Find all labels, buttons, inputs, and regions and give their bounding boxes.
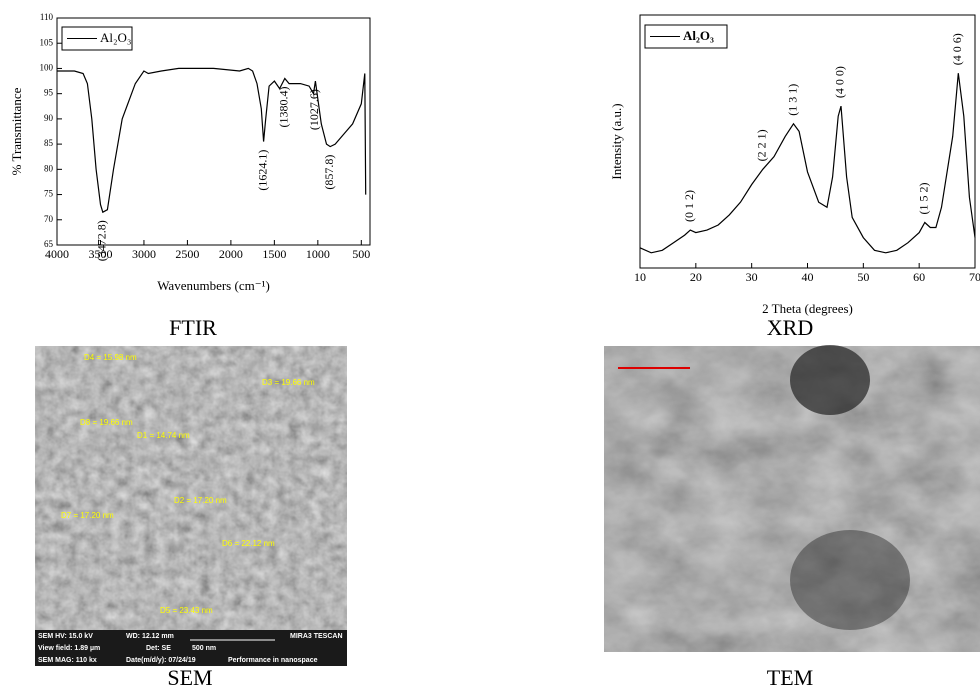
tem-texture [604,346,980,652]
x-tick-label: 30 [746,270,758,284]
caption: TEM [767,665,813,689]
tem-dark [790,345,870,415]
x-tick-label: 60 [913,270,925,284]
y-tick-label: 95 [44,88,54,98]
sem-label: D8 = 19.66 nm [80,418,133,427]
sem-info-bar [35,630,347,666]
peak-label: (4 0 0) [833,66,847,98]
x-tick-label: 500 [352,247,370,261]
y-tick-label: 70 [44,214,54,224]
peak-label: (1 3 1) [785,84,799,116]
x-tick-label: 10 [634,270,646,284]
y-tick-label: 85 [44,138,54,148]
x-tick-label: 2500 [175,247,199,261]
sem-label: D6 = 22.12 nm [222,539,275,548]
sem-info: Date(m/d/y): 07/24/19 [126,657,196,664]
peak-label: (857.8) [322,155,336,190]
peak-label: (0 1 2) [682,190,696,222]
sem-info: Performance in nanospace [228,657,318,664]
y-tick-label: 90 [44,113,54,123]
y-tick-label: 80 [44,163,54,173]
sem-label: D7 = 17.20 nm [61,511,114,520]
sem-image: D4 = 15.98 nm D3 = 19.66 nm D8 = 19.66 n… [35,346,347,689]
x-tick-label: 2000 [219,247,243,261]
x-tick-label: 3500 [88,247,112,261]
y-tick-label: 65 [44,239,54,249]
data-line [639,73,976,254]
sem-info: View field: 1.89 µm [38,645,100,652]
y-tick-label: 105 [40,37,54,47]
y-axis-label: Intensity (a.u.) [609,103,624,179]
y-tick-label: 110 [40,12,54,22]
sem-label: D3 = 19.66 nm [262,378,315,387]
sem-info: 500 nm [192,645,216,652]
x-tick-label: 3000 [132,247,156,261]
legend-label: Al₂O₃ [683,28,714,43]
x-tick-label: 1500 [262,247,286,261]
sem-texture [35,346,347,630]
caption: XRD [767,315,813,340]
caption: SEM [167,665,212,689]
peak-label: (4 0 6) [950,33,964,65]
x-tick-label: 70 [969,270,980,284]
sem-label: D1 = 14.74 nm [137,431,190,440]
caption: FTIR [169,315,217,340]
x-tick-label: 40 [802,270,814,284]
y-axis-label: % Transmittance [9,87,24,175]
tem-image: TEM [604,345,980,689]
peak-label: (1 5 2) [917,182,931,214]
data-line [57,67,367,214]
y-tick-label: 75 [44,189,54,199]
y-tick-label: 100 [40,63,54,73]
x-tick-label: 50 [857,270,869,284]
sem-info: SEM MAG: 110 kx [38,657,97,664]
sem-label: D5 = 23.43 nm [160,606,213,615]
peak-label: (1027.6) [307,89,321,130]
tem-dark [790,530,910,630]
sem-info: Det: SE [146,645,171,652]
legend-label: Al₂O₃ [100,30,131,45]
x-tick-label: 4000 [45,247,69,261]
plot-frame [56,17,371,246]
sem-label: D2 = 17.20 nm [174,496,227,505]
peak-label: (3472.8) [95,220,109,261]
sem-info: MIRA3 TESCAN [290,633,343,640]
x-tick-label: 1000 [306,247,330,261]
peak-label: (1624.1) [255,150,269,191]
peak-label: (1380.4) [277,87,291,128]
x-axis-label: Wavenumbers (cm⁻¹) [157,278,270,293]
legend-box [644,24,728,49]
sem-info: WD: 12.12 mm [126,633,174,640]
sem-label: D4 = 15.98 nm [84,353,137,362]
peak-label: (2 2 1) [755,129,769,161]
x-axis-label: 2 Theta (degrees) [762,301,853,316]
sem-info: SEM HV: 15.0 kV [38,633,93,640]
x-tick-label: 20 [690,270,702,284]
